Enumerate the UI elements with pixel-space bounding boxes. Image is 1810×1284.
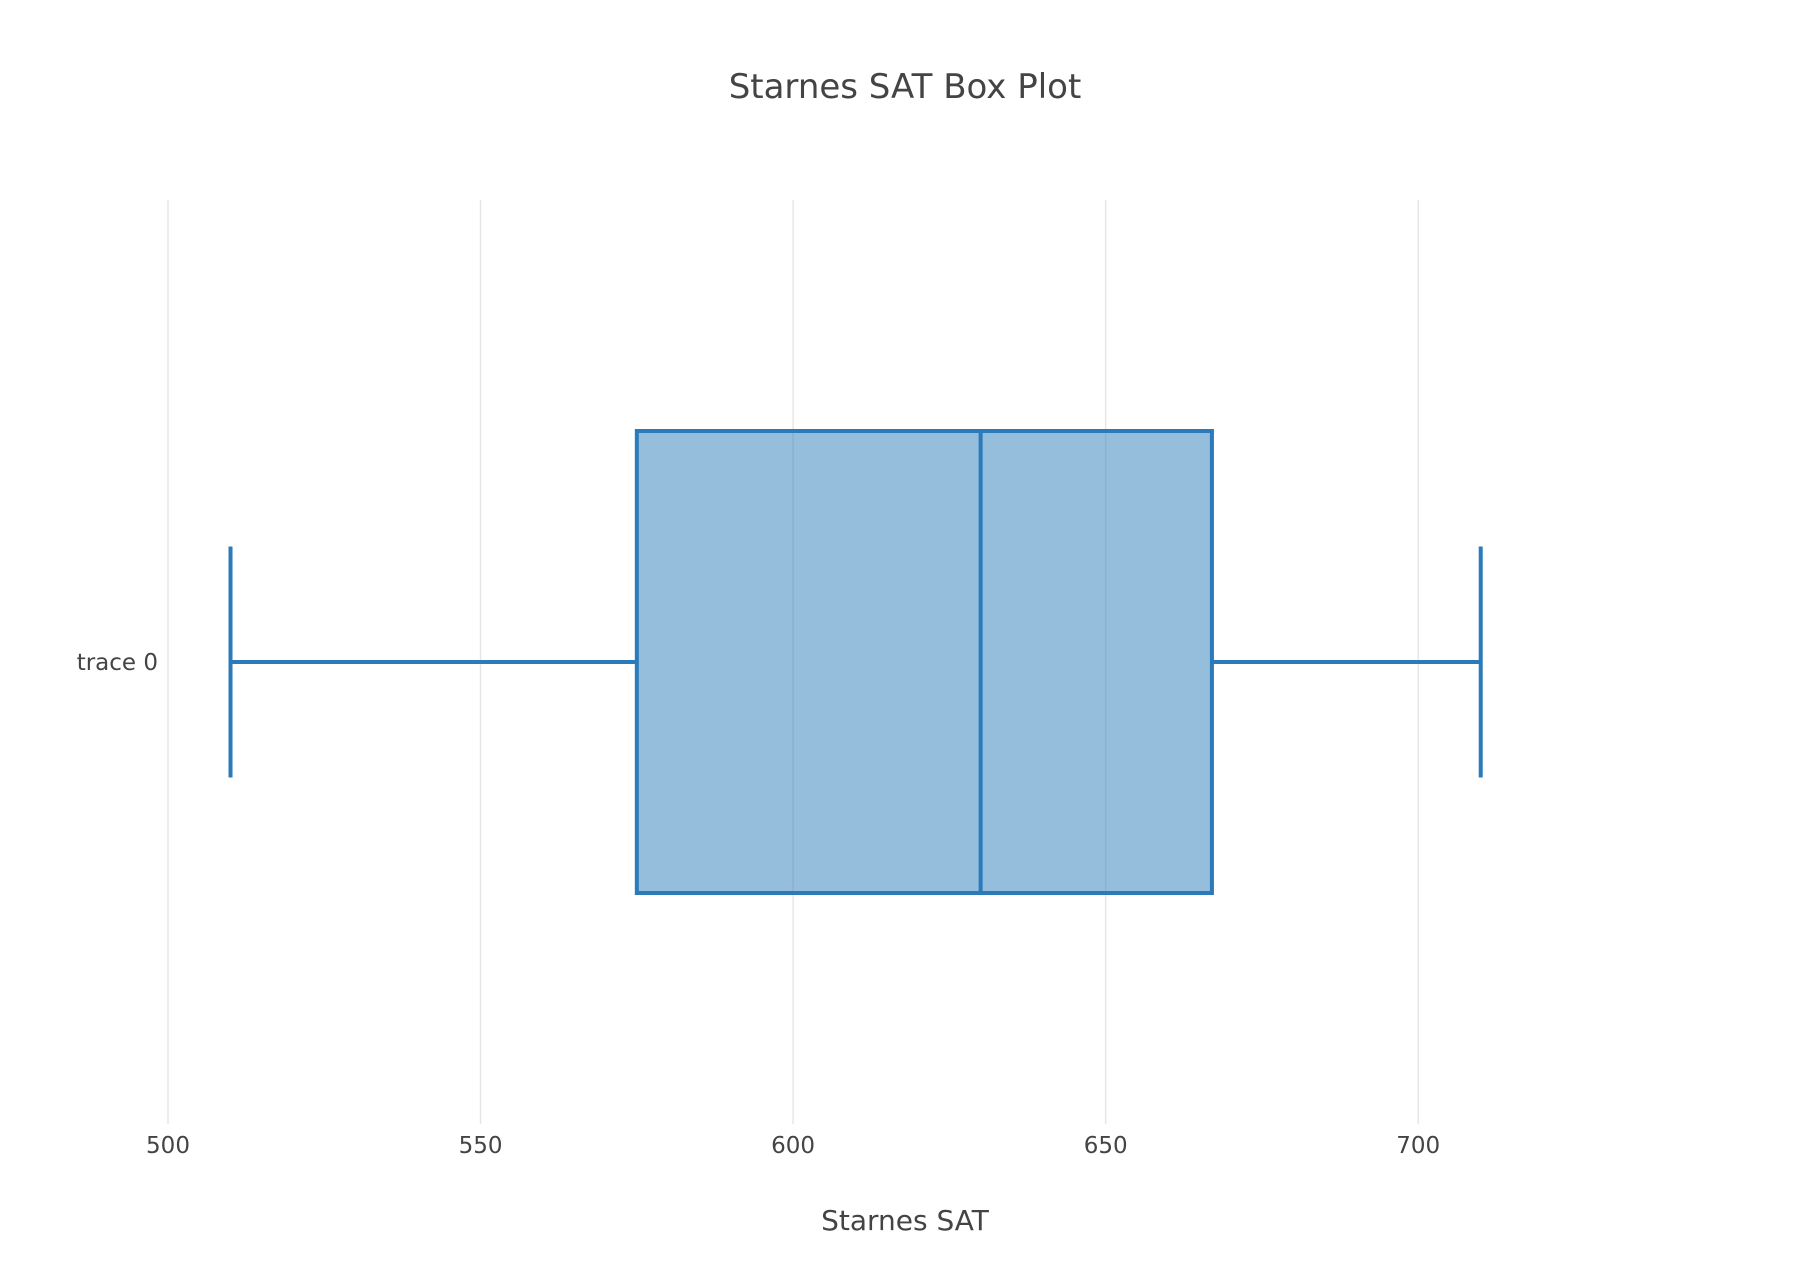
y-axis-categories: trace 0 (77, 650, 158, 676)
iqr-box (634, 429, 1214, 895)
x-tick-label-600: 600 (771, 1133, 815, 1159)
x-tick-label-700: 700 (1396, 1133, 1440, 1159)
x-tick-label-550: 550 (459, 1133, 503, 1159)
x-axis-title: Starnes SAT (821, 1204, 990, 1237)
box-trace (228, 429, 1483, 895)
x-axis-ticks: 500 550 600 650 700 (146, 1133, 1440, 1159)
x-tick-label-500: 500 (146, 1133, 190, 1159)
y-category-label: trace 0 (77, 650, 158, 676)
x-tick-label-650: 650 (1084, 1133, 1128, 1159)
chart-title: Starnes SAT Box Plot (729, 67, 1082, 107)
